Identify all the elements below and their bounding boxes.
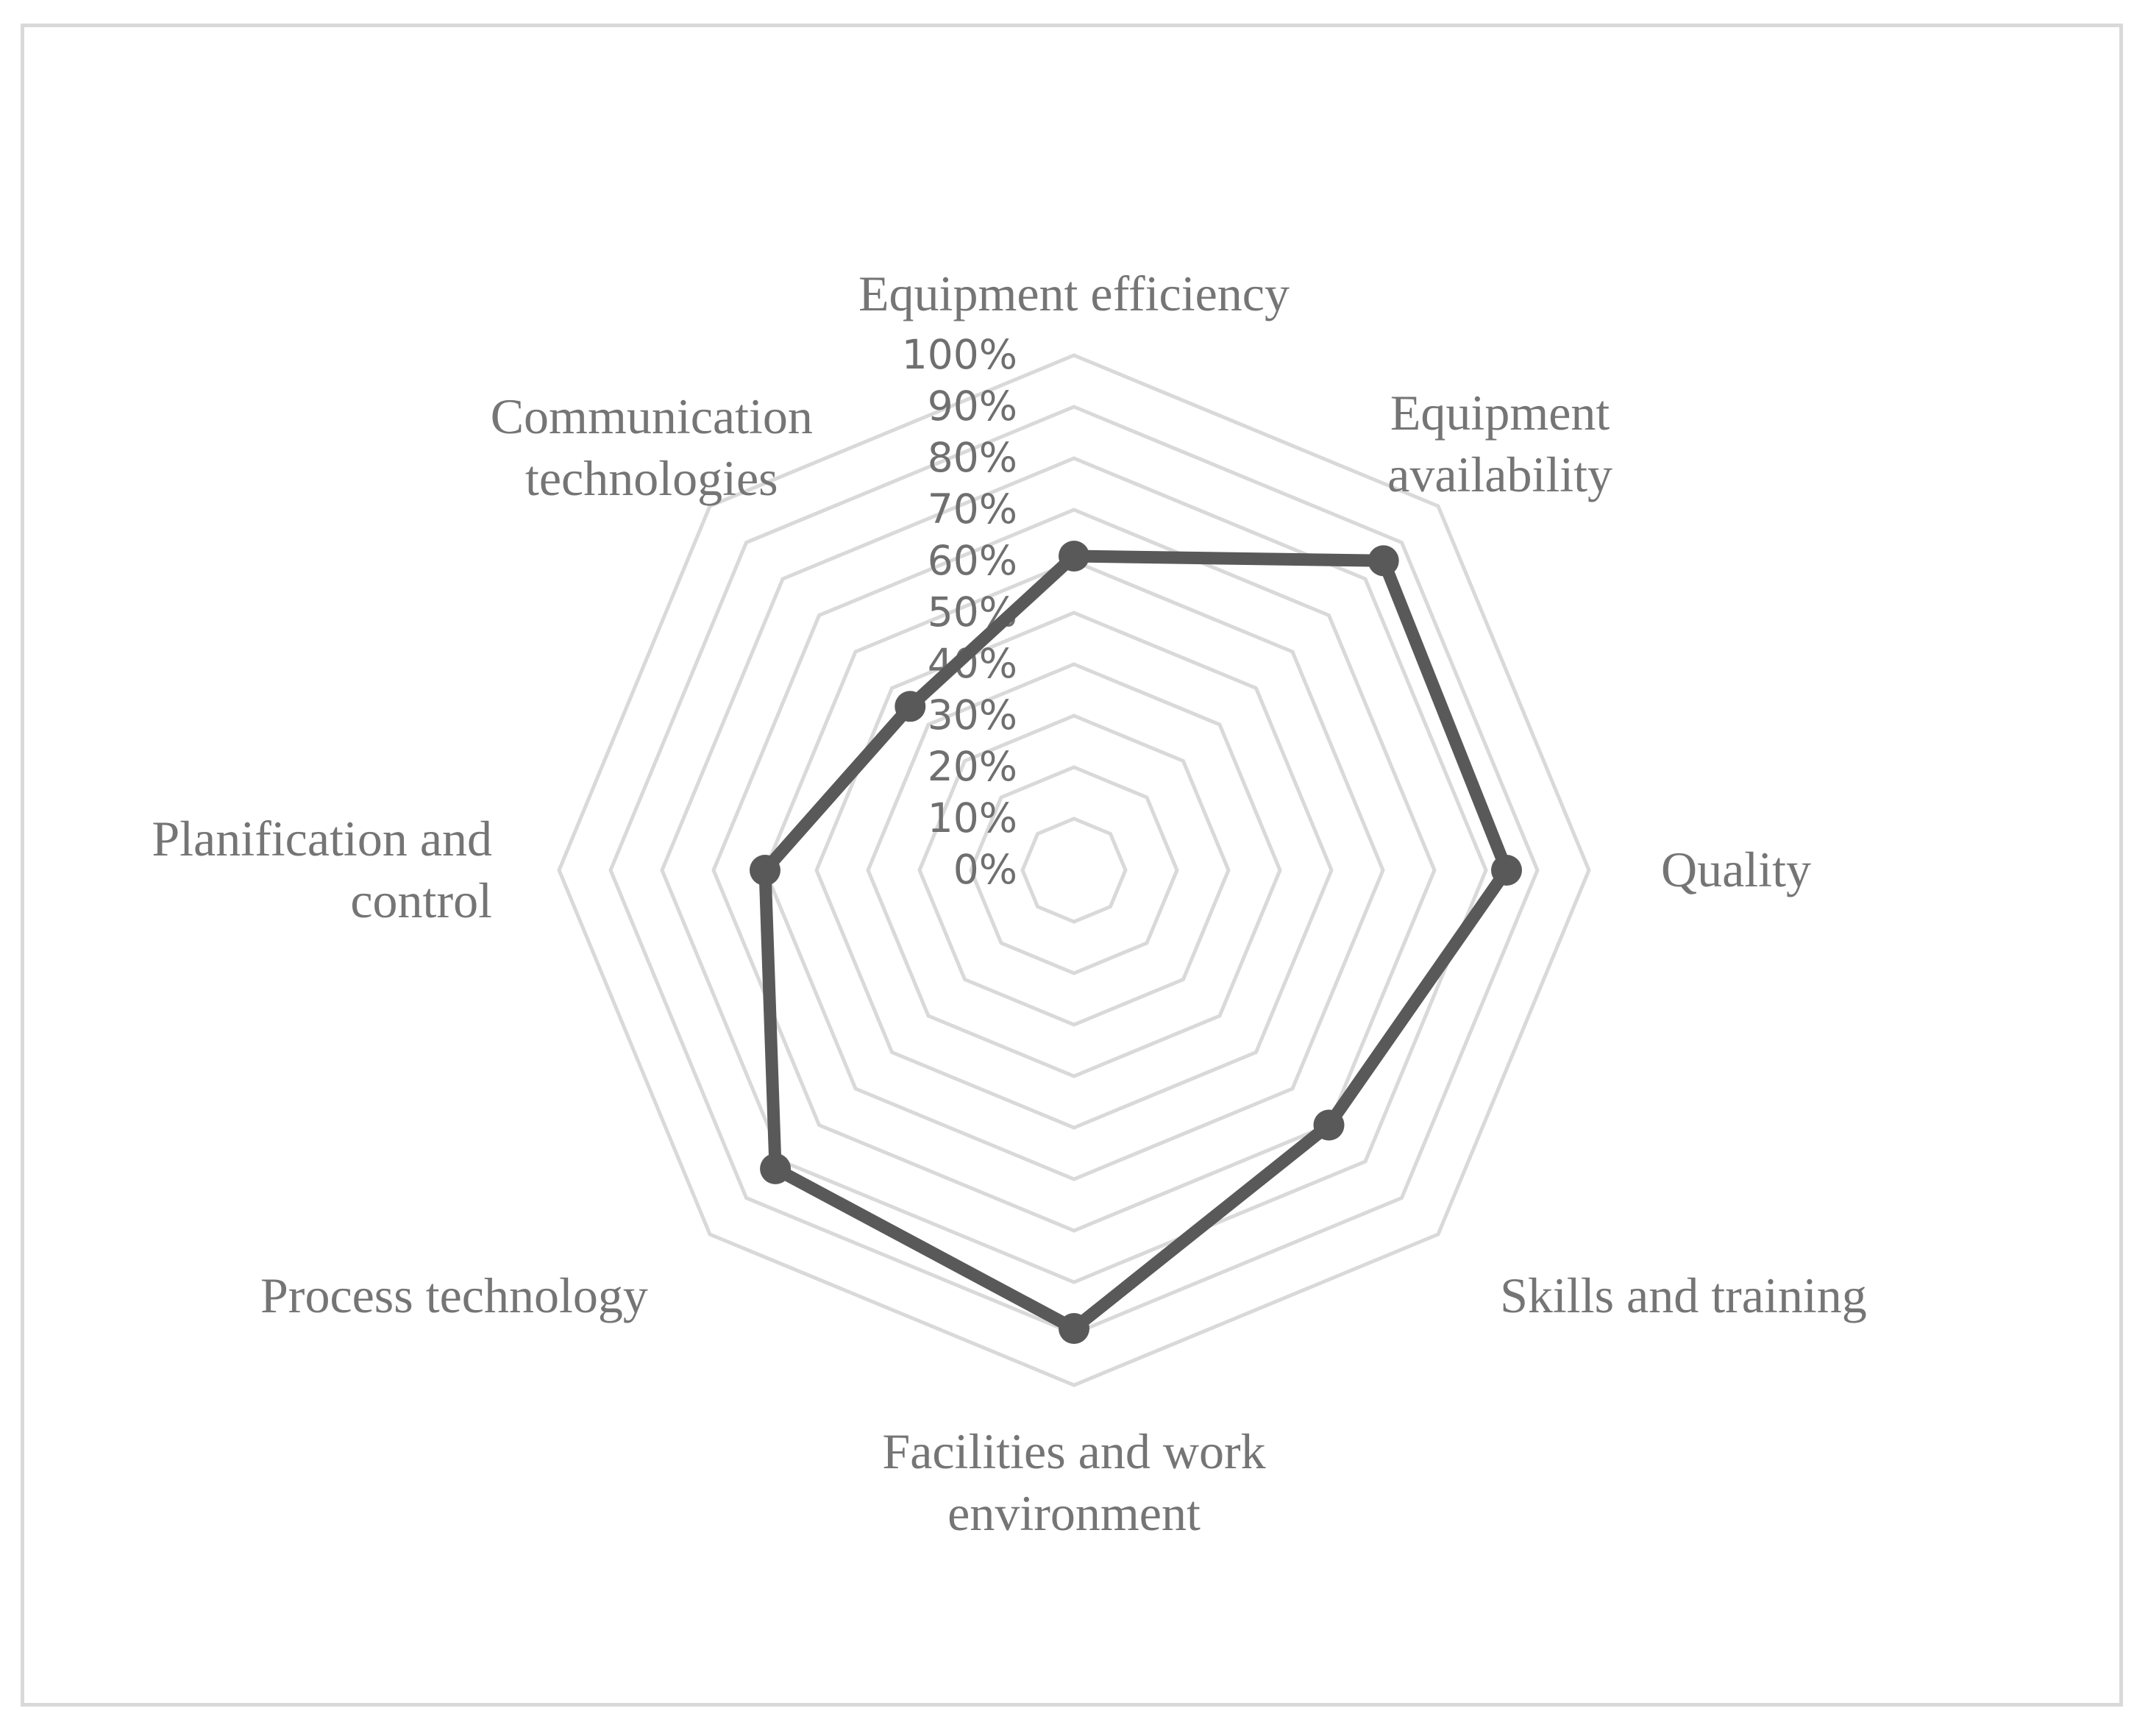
tick-label: 20% — [928, 743, 1017, 790]
data-point-4 — [1059, 1313, 1089, 1344]
data-point-2 — [1491, 855, 1522, 886]
category-label-line: Facilities and work — [882, 1423, 1265, 1479]
data-point-3 — [1313, 1109, 1345, 1141]
grid-rings — [557, 353, 1591, 1387]
category-label-line: Equipment efficiency — [858, 266, 1290, 321]
grid-ring-100 — [557, 353, 1591, 1387]
category-label-line: Quality — [1661, 842, 1811, 897]
tick-label: 60% — [928, 537, 1017, 584]
data-point-1 — [1368, 545, 1399, 577]
category-label-line: Skills and training — [1500, 1267, 1867, 1323]
category-label-line: Planification and — [152, 811, 492, 867]
category-label-line: environment — [947, 1485, 1201, 1541]
tick-label: 70% — [928, 485, 1017, 533]
grid-ring-70 — [711, 508, 1437, 1233]
category-label-line: availability — [1387, 447, 1612, 502]
category-label: Planification and control — [152, 811, 492, 928]
series-layer — [750, 541, 1522, 1344]
category-label: Equipment availability — [1387, 385, 1612, 502]
tick-label: 0% — [953, 846, 1017, 893]
category-label: Facilities and work environment — [882, 1423, 1265, 1541]
category-labels: Equipment efficiency Equipment availabilit… — [152, 266, 1866, 1541]
grid-ring-30 — [917, 714, 1231, 1027]
radial-tick-labels: 0%10%20%30%40%50%60%70%80%90%100% — [902, 331, 1017, 893]
grid-ring-10 — [1020, 817, 1128, 924]
category-label: Skills and training — [1500, 1267, 1867, 1323]
category-label-line: Process technology — [260, 1267, 648, 1323]
grid-ring-50 — [814, 611, 1334, 1130]
category-label: Communication technologies — [491, 388, 813, 506]
tick-label: 30% — [928, 691, 1017, 739]
grid-ring-20 — [969, 765, 1179, 975]
tick-label: 90% — [928, 383, 1017, 430]
grid-ring-80 — [660, 456, 1488, 1284]
data-point-6 — [750, 855, 780, 886]
category-label: Quality — [1661, 842, 1811, 897]
grid-ring-40 — [866, 662, 1282, 1078]
tick-label: 80% — [928, 434, 1017, 481]
data-point-7 — [895, 691, 926, 722]
grid-ring-60 — [763, 559, 1385, 1181]
tick-label: 100% — [902, 331, 1017, 378]
data-point-5 — [760, 1153, 792, 1184]
category-label-line: control — [350, 872, 492, 928]
category-label: Equipment efficiency — [858, 266, 1290, 321]
category-label-line: Equipment — [1390, 385, 1610, 441]
series-line — [758, 549, 1513, 1335]
category-label: Process technology — [260, 1267, 648, 1323]
data-point-0 — [1059, 541, 1089, 572]
category-label-line: technologies — [525, 450, 778, 506]
chart-frame — [21, 24, 2123, 1707]
tick-label: 10% — [928, 794, 1017, 842]
category-label-line: Communication — [491, 388, 813, 444]
